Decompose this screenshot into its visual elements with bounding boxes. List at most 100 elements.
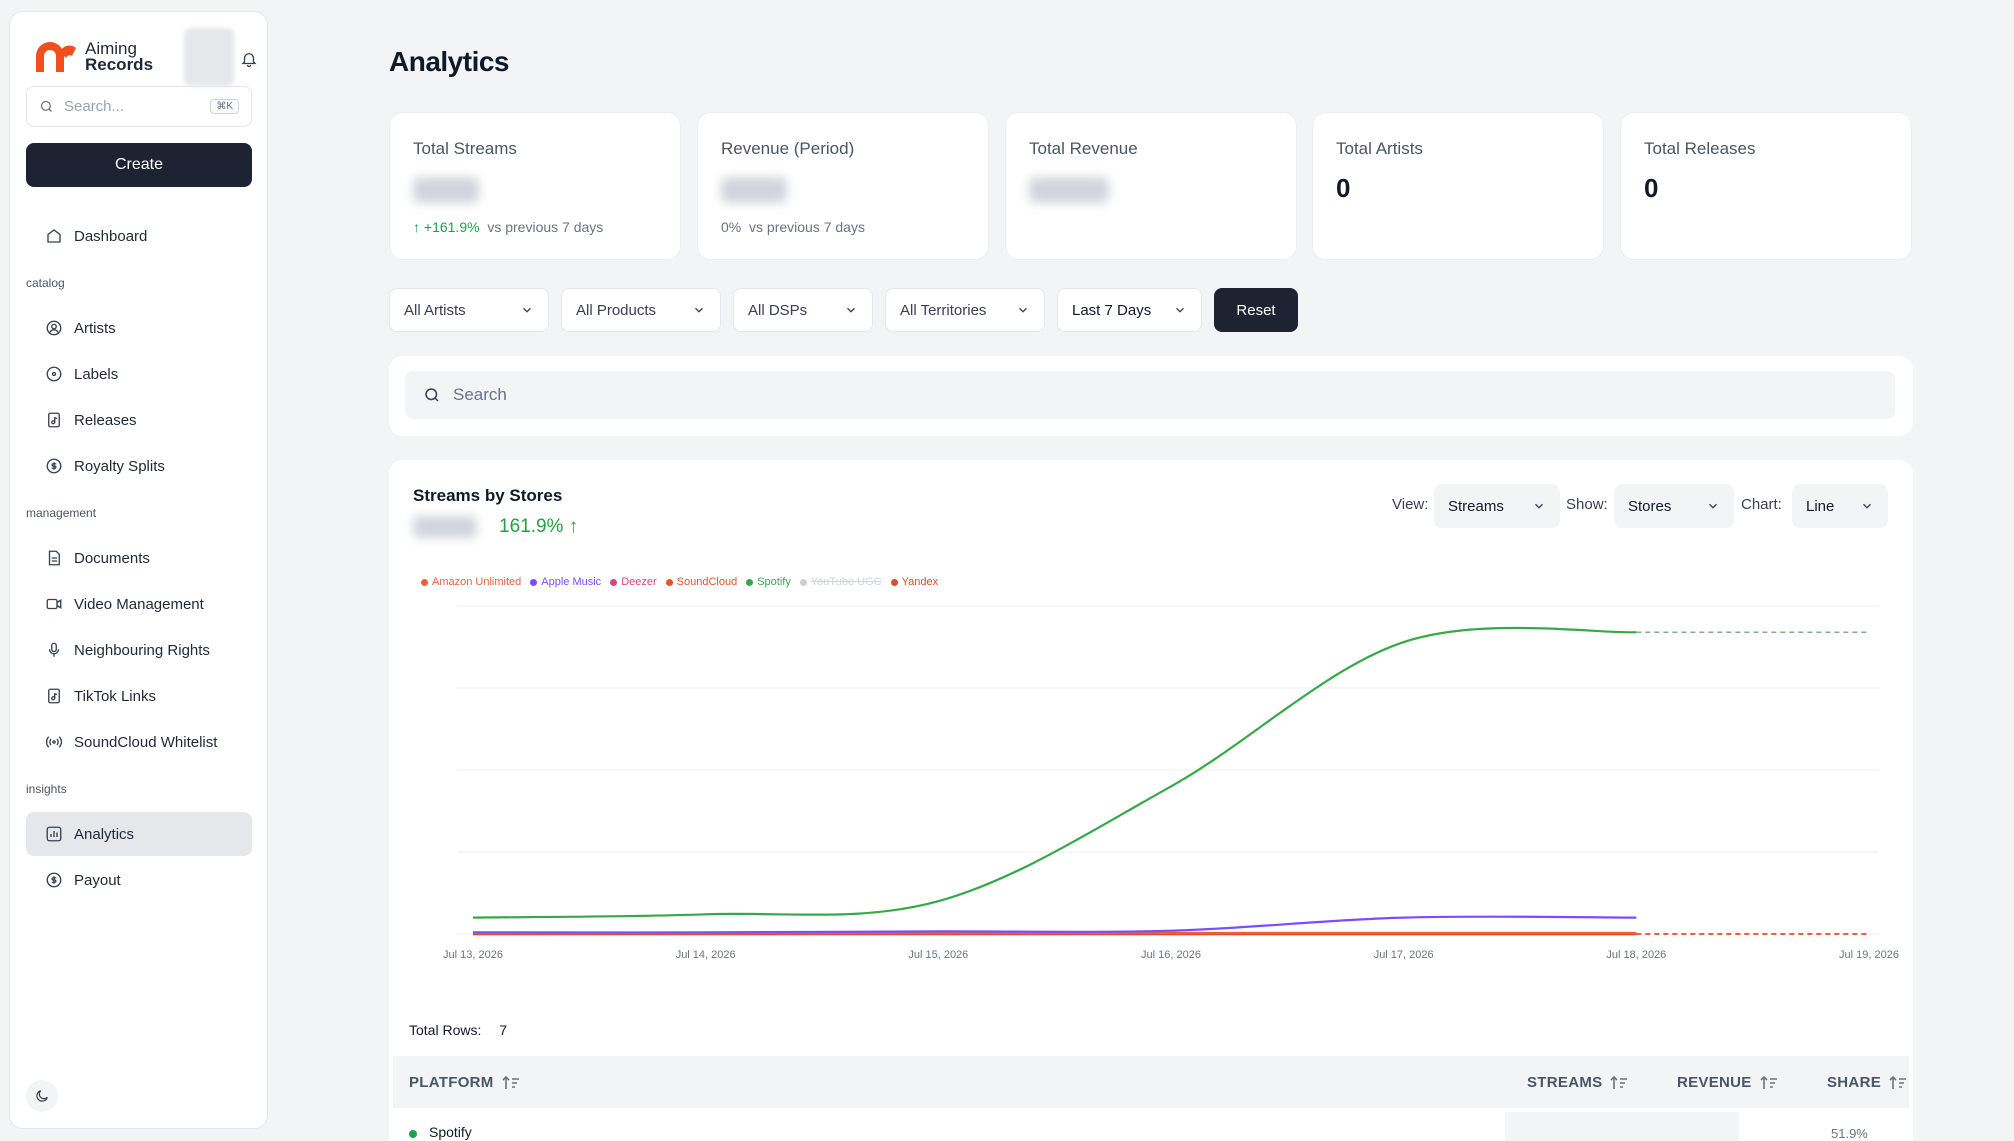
column-header-share[interactable]: SHARE xyxy=(1827,1074,1907,1091)
x-tick-label: Jul 13, 2026 xyxy=(443,949,503,961)
stat-delta: ↑ +161.9% vs previous 7 days xyxy=(413,219,603,235)
stat-card-revenue-period: Revenue (Period) 0% vs previous 7 days xyxy=(697,112,989,260)
create-button[interactable]: Create xyxy=(26,143,252,187)
chevron-down-icon xyxy=(1176,307,1184,313)
stat-card-total-revenue: Total Revenue xyxy=(1005,112,1297,260)
x-tick-label: Jul 15, 2026 xyxy=(908,949,968,961)
sidebar-item-releases[interactable]: Releases xyxy=(26,398,252,442)
chevron-down-icon xyxy=(523,307,531,313)
show-label: Show: xyxy=(1566,496,1608,513)
chart-change: 161.9% ↑ xyxy=(499,516,578,538)
sidebar-item-video-management[interactable]: Video Management xyxy=(26,582,252,626)
arrow-up-icon: ↑ xyxy=(568,516,579,537)
legend-item[interactable]: SoundCloud xyxy=(665,576,737,588)
sort-icon[interactable] xyxy=(1610,1075,1628,1091)
document-icon xyxy=(44,548,64,568)
sidebar-search-input[interactable]: Search... ⌘K xyxy=(26,86,252,127)
sidebar-item-label: Releases xyxy=(74,411,137,429)
sidebar-item-label: TikTok Links xyxy=(74,687,156,705)
legend-item[interactable]: YouTube UGC xyxy=(799,576,882,588)
stat-label: Total Artists xyxy=(1336,139,1423,158)
legend-item[interactable]: Apple Music xyxy=(530,576,601,588)
avatar[interactable] xyxy=(184,28,234,86)
arrow-up-icon: ↑ xyxy=(413,219,420,235)
reset-button[interactable]: Reset xyxy=(1214,288,1298,332)
stat-delta: 0% vs previous 7 days xyxy=(721,219,865,235)
territories-filter-select[interactable]: All Territories xyxy=(885,288,1045,332)
brand-line1: Aiming xyxy=(85,39,137,58)
stat-value: 0 xyxy=(1336,173,1351,203)
broadcast-icon xyxy=(44,732,64,752)
bell-icon[interactable] xyxy=(234,44,264,74)
series-line xyxy=(472,626,1637,919)
table-header: PLATFORM STREAMS REVENUE SHARE xyxy=(393,1056,1909,1108)
total-rows-value: 7 xyxy=(499,1022,508,1038)
legend-item[interactable]: Deezer xyxy=(610,576,657,588)
user-circle-icon xyxy=(44,318,64,338)
sidebar-item-neighbouring-rights[interactable]: Neighbouring Rights xyxy=(26,628,252,672)
stat-label: Total Releases xyxy=(1644,139,1756,158)
dsps-filter-select[interactable]: All DSPs xyxy=(733,288,873,332)
brand: Aiming Records xyxy=(24,26,264,86)
sidebar-item-label: Payout xyxy=(74,871,121,889)
sidebar-item-label: SoundCloud Whitelist xyxy=(74,733,218,751)
stat-card-total-artists: Total Artists 0 xyxy=(1312,112,1604,260)
chart-type-select[interactable]: Line xyxy=(1792,484,1888,528)
products-filter-select[interactable]: All Products xyxy=(561,288,721,332)
music-file-icon xyxy=(44,410,64,430)
chevron-down-icon xyxy=(1019,307,1027,313)
sidebar-item-dashboard[interactable]: Dashboard xyxy=(26,214,252,258)
series-line xyxy=(472,915,1637,934)
x-tick-label: Jul 16, 2026 xyxy=(1141,949,1201,961)
filter-value: All Products xyxy=(576,301,657,319)
main-search-input[interactable]: Search xyxy=(405,371,1895,419)
select-value: Streams xyxy=(1448,497,1504,515)
chart-icon xyxy=(44,824,64,844)
legend-item[interactable]: Yandex xyxy=(890,576,938,588)
show-select[interactable]: Stores xyxy=(1614,484,1734,528)
sidebar-item-documents[interactable]: Documents xyxy=(26,536,252,580)
sort-icon[interactable] xyxy=(1760,1075,1778,1091)
chart-total-redacted xyxy=(413,516,477,538)
column-header-platform[interactable]: PLATFORM xyxy=(409,1074,520,1091)
stat-value-redacted xyxy=(721,177,787,203)
sidebar-item-tiktok-links[interactable]: TikTok Links xyxy=(26,674,252,718)
brand-logo-icon[interactable] xyxy=(34,38,76,74)
search-icon xyxy=(425,388,439,402)
legend-item[interactable]: Amazon Unlimited xyxy=(421,576,521,588)
sort-icon[interactable] xyxy=(502,1075,520,1091)
dollar-circle-icon xyxy=(44,870,64,890)
sidebar-item-labels[interactable]: Labels xyxy=(26,352,252,396)
legend-dot xyxy=(746,578,754,586)
view-select[interactable]: Streams xyxy=(1434,484,1560,528)
sort-icon[interactable] xyxy=(1889,1075,1907,1091)
legend-dot xyxy=(799,578,807,586)
sidebar-item-payout[interactable]: Payout xyxy=(26,858,252,902)
microphone-icon xyxy=(44,640,64,660)
period-filter-select[interactable]: Last 7 Days xyxy=(1057,288,1202,332)
disc-icon xyxy=(44,364,64,384)
sidebar-item-soundcloud-whitelist[interactable]: SoundCloud Whitelist xyxy=(26,720,252,764)
column-header-revenue[interactable]: REVENUE xyxy=(1677,1074,1778,1091)
section-management: management xyxy=(26,506,97,520)
sidebar-item-artists[interactable]: Artists xyxy=(26,306,252,350)
sidebar-item-label: Labels xyxy=(74,365,119,383)
filter-value: All Territories xyxy=(900,301,987,319)
delta-text: vs previous 7 days xyxy=(749,219,865,235)
search-card: Search xyxy=(389,356,1913,436)
total-rows-label: Total Rows: xyxy=(409,1022,482,1038)
sidebar-item-label: Dashboard xyxy=(74,227,148,245)
column-header-streams[interactable]: STREAMS xyxy=(1527,1074,1628,1091)
chevron-down-icon xyxy=(1535,503,1543,509)
legend-item[interactable]: Spotify xyxy=(746,576,791,588)
table-row[interactable]: Spotify 51.9% xyxy=(393,1108,1909,1141)
sidebar-item-analytics[interactable]: Analytics xyxy=(26,812,252,856)
sidebar-item-royalty-splits[interactable]: Royalty Splits xyxy=(26,444,252,488)
chart-type-label: Chart: xyxy=(1741,496,1782,513)
artists-filter-select[interactable]: All Artists xyxy=(389,288,549,332)
main-search-placeholder: Search xyxy=(453,385,507,404)
stat-label: Revenue (Period) xyxy=(721,139,855,158)
dollar-circle-icon xyxy=(44,456,64,476)
video-icon xyxy=(44,594,64,614)
theme-toggle-button[interactable] xyxy=(26,1080,58,1112)
